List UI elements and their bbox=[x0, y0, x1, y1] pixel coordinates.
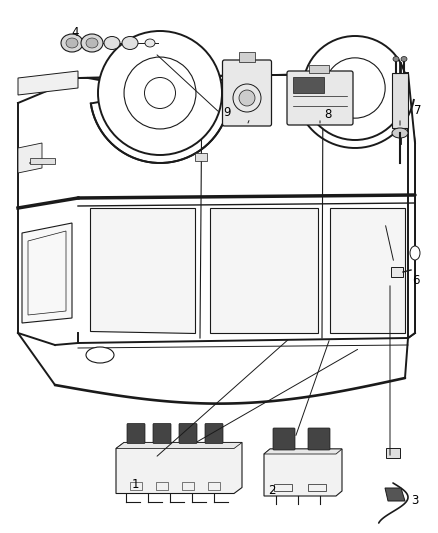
FancyBboxPatch shape bbox=[223, 60, 272, 126]
Bar bbox=[182, 481, 194, 489]
Polygon shape bbox=[90, 208, 195, 333]
Ellipse shape bbox=[122, 36, 138, 50]
Bar bbox=[308, 484, 326, 491]
Ellipse shape bbox=[145, 77, 176, 109]
Bar bbox=[195, 153, 207, 161]
Bar bbox=[293, 77, 324, 93]
Text: 3: 3 bbox=[411, 495, 419, 507]
Ellipse shape bbox=[124, 57, 196, 129]
Ellipse shape bbox=[81, 34, 103, 52]
FancyBboxPatch shape bbox=[273, 428, 295, 450]
Bar bbox=[156, 481, 168, 489]
FancyBboxPatch shape bbox=[179, 424, 197, 443]
Text: 7: 7 bbox=[414, 104, 422, 117]
Ellipse shape bbox=[61, 34, 83, 52]
Polygon shape bbox=[22, 223, 72, 323]
Bar bbox=[239, 52, 255, 62]
Bar bbox=[130, 481, 142, 489]
Bar bbox=[274, 484, 292, 491]
Bar bbox=[386, 448, 400, 458]
Ellipse shape bbox=[392, 128, 408, 138]
Polygon shape bbox=[116, 442, 242, 448]
Text: 9: 9 bbox=[223, 107, 231, 119]
Ellipse shape bbox=[239, 90, 255, 106]
Polygon shape bbox=[78, 73, 415, 343]
Polygon shape bbox=[385, 488, 405, 501]
Bar bbox=[392, 73, 408, 128]
Polygon shape bbox=[264, 449, 342, 496]
Text: 2: 2 bbox=[268, 484, 276, 497]
Polygon shape bbox=[116, 442, 242, 494]
Ellipse shape bbox=[104, 36, 120, 50]
Text: 4: 4 bbox=[71, 27, 79, 39]
Polygon shape bbox=[210, 208, 318, 333]
Ellipse shape bbox=[325, 58, 385, 118]
Polygon shape bbox=[18, 143, 42, 173]
FancyBboxPatch shape bbox=[205, 424, 223, 443]
Text: 6: 6 bbox=[412, 274, 420, 287]
Ellipse shape bbox=[410, 246, 420, 260]
Polygon shape bbox=[18, 71, 78, 95]
Polygon shape bbox=[408, 73, 415, 338]
Ellipse shape bbox=[303, 36, 407, 140]
Polygon shape bbox=[18, 78, 78, 345]
Polygon shape bbox=[330, 208, 405, 333]
Bar bbox=[208, 481, 220, 489]
Ellipse shape bbox=[86, 38, 98, 48]
Ellipse shape bbox=[401, 56, 407, 61]
Bar bbox=[30, 158, 55, 164]
Ellipse shape bbox=[145, 39, 155, 47]
FancyBboxPatch shape bbox=[153, 424, 171, 443]
Ellipse shape bbox=[98, 31, 222, 155]
Bar bbox=[391, 267, 403, 277]
Bar bbox=[309, 65, 329, 73]
Ellipse shape bbox=[393, 56, 399, 61]
Text: 1: 1 bbox=[131, 479, 139, 491]
FancyBboxPatch shape bbox=[287, 71, 353, 125]
FancyBboxPatch shape bbox=[308, 428, 330, 450]
Polygon shape bbox=[264, 449, 342, 454]
Text: 8: 8 bbox=[324, 109, 332, 122]
FancyBboxPatch shape bbox=[127, 424, 145, 443]
Ellipse shape bbox=[86, 347, 114, 363]
Ellipse shape bbox=[66, 38, 78, 48]
